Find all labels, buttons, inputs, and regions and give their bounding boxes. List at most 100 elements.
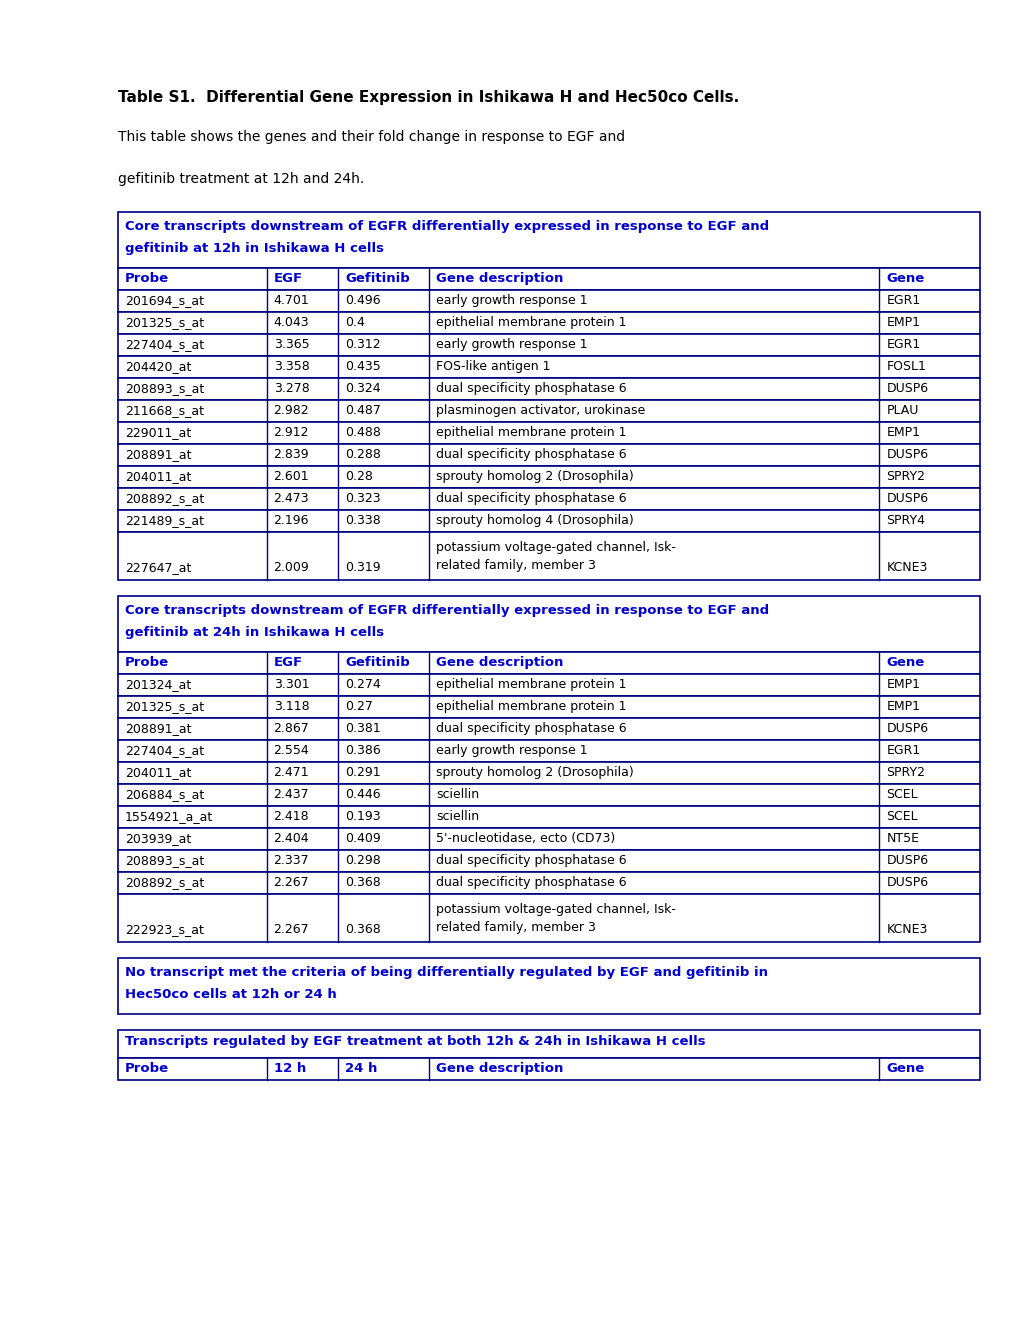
Text: 4.043: 4.043: [273, 315, 309, 329]
Text: 201324_at: 201324_at: [125, 678, 192, 690]
Text: This table shows the genes and their fold change in response to EGF and: This table shows the genes and their fol…: [118, 129, 625, 144]
Text: EGF: EGF: [273, 656, 303, 669]
Text: dual specificity phosphatase 6: dual specificity phosphatase 6: [436, 854, 627, 867]
Text: Core transcripts downstream of EGFR differentially expressed in response to EGF : Core transcripts downstream of EGFR diff…: [125, 605, 768, 616]
Bar: [118, 873, 979, 894]
Text: sciellin: sciellin: [436, 788, 479, 801]
Text: gefitinib at 24h in Ishikawa H cells: gefitinib at 24h in Ishikawa H cells: [125, 626, 384, 639]
Text: 221489_s_at: 221489_s_at: [125, 513, 204, 527]
Text: 0.338: 0.338: [345, 513, 381, 527]
Text: 2.471: 2.471: [273, 766, 309, 779]
Text: 0.409: 0.409: [345, 832, 381, 845]
Bar: [118, 532, 979, 579]
Text: No transcript met the criteria of being differentially regulated by EGF and gefi: No transcript met the criteria of being …: [125, 966, 767, 979]
Bar: [118, 850, 979, 873]
Text: 211668_s_at: 211668_s_at: [125, 404, 204, 417]
Bar: [118, 488, 979, 510]
Text: Gene description: Gene description: [436, 1063, 564, 1074]
Text: Core transcripts downstream of EGFR differentially expressed in response to EGF : Core transcripts downstream of EGFR diff…: [125, 220, 768, 234]
Text: early growth response 1: early growth response 1: [436, 294, 587, 308]
Bar: [118, 334, 979, 356]
Text: 208893_s_at: 208893_s_at: [125, 381, 204, 395]
Text: 3.118: 3.118: [273, 700, 309, 713]
Text: dual specificity phosphatase 6: dual specificity phosphatase 6: [436, 447, 627, 461]
Text: epithelial membrane protein 1: epithelial membrane protein 1: [436, 426, 626, 440]
Text: 2.867: 2.867: [273, 722, 309, 735]
Bar: [118, 718, 979, 741]
Text: 227647_at: 227647_at: [125, 561, 192, 574]
Text: SCEL: SCEL: [886, 810, 917, 822]
Text: Probe: Probe: [125, 1063, 169, 1074]
Text: FOS-like antigen 1: FOS-like antigen 1: [436, 360, 550, 374]
Bar: [118, 741, 979, 762]
Text: DUSP6: DUSP6: [886, 854, 927, 867]
Text: SPRY2: SPRY2: [886, 766, 924, 779]
Text: DUSP6: DUSP6: [886, 722, 927, 735]
Bar: [118, 762, 979, 784]
Text: 0.4: 0.4: [345, 315, 365, 329]
Text: 0.488: 0.488: [345, 426, 381, 440]
Text: 0.288: 0.288: [345, 447, 381, 461]
Text: 3.301: 3.301: [273, 678, 309, 690]
Bar: [118, 1059, 979, 1080]
Text: Gene description: Gene description: [436, 656, 564, 669]
Text: 0.28: 0.28: [345, 470, 373, 483]
Text: 0.323: 0.323: [345, 492, 381, 506]
Text: 0.368: 0.368: [345, 876, 381, 888]
Text: 0.312: 0.312: [345, 338, 381, 351]
Text: EGR1: EGR1: [886, 294, 919, 308]
Text: 203939_at: 203939_at: [125, 832, 192, 845]
Bar: [118, 894, 979, 942]
Bar: [118, 784, 979, 807]
Text: DUSP6: DUSP6: [886, 492, 927, 506]
Text: 2.196: 2.196: [273, 513, 309, 527]
Text: DUSP6: DUSP6: [886, 381, 927, 395]
Text: Gene description: Gene description: [436, 272, 564, 285]
Text: KCNE3: KCNE3: [886, 923, 926, 936]
Text: 2.839: 2.839: [273, 447, 309, 461]
Text: 3.365: 3.365: [273, 338, 309, 351]
Text: gefitinib at 12h in Ishikawa H cells: gefitinib at 12h in Ishikawa H cells: [125, 242, 383, 255]
Text: 2.418: 2.418: [273, 810, 309, 822]
Text: 208891_at: 208891_at: [125, 447, 192, 461]
Text: 1554921_a_at: 1554921_a_at: [125, 810, 213, 822]
Text: 204011_at: 204011_at: [125, 470, 192, 483]
Bar: [118, 696, 979, 718]
Text: 0.27: 0.27: [345, 700, 373, 713]
Text: 2.473: 2.473: [273, 492, 309, 506]
Text: epithelial membrane protein 1: epithelial membrane protein 1: [436, 700, 626, 713]
Text: 2.267: 2.267: [273, 923, 309, 936]
Text: 2.337: 2.337: [273, 854, 309, 867]
Text: dual specificity phosphatase 6: dual specificity phosphatase 6: [436, 492, 627, 506]
Text: Gene: Gene: [886, 272, 923, 285]
Text: 201325_s_at: 201325_s_at: [125, 700, 204, 713]
Text: 0.487: 0.487: [345, 404, 381, 417]
Text: EGR1: EGR1: [886, 744, 919, 756]
Text: 2.554: 2.554: [273, 744, 309, 756]
Bar: [118, 213, 979, 268]
Text: 2.267: 2.267: [273, 876, 309, 888]
Text: 208892_s_at: 208892_s_at: [125, 876, 204, 888]
Text: DUSP6: DUSP6: [886, 876, 927, 888]
Text: 229011_at: 229011_at: [125, 426, 192, 440]
Text: 0.386: 0.386: [345, 744, 381, 756]
Text: 208893_s_at: 208893_s_at: [125, 854, 204, 867]
Text: plasminogen activator, urokinase: plasminogen activator, urokinase: [436, 404, 645, 417]
Text: 24 h: 24 h: [345, 1063, 377, 1074]
Text: gefitinib treatment at 12h and 24h.: gefitinib treatment at 12h and 24h.: [118, 172, 364, 186]
Text: dual specificity phosphatase 6: dual specificity phosphatase 6: [436, 722, 627, 735]
Text: sprouty homolog 4 (Drosophila): sprouty homolog 4 (Drosophila): [436, 513, 634, 527]
Bar: [118, 268, 979, 290]
Text: EGR1: EGR1: [886, 338, 919, 351]
Text: potassium voltage-gated channel, Isk-: potassium voltage-gated channel, Isk-: [436, 903, 676, 916]
Text: sciellin: sciellin: [436, 810, 479, 822]
Text: EMP1: EMP1: [886, 700, 919, 713]
Text: 222923_s_at: 222923_s_at: [125, 923, 204, 936]
Text: early growth response 1: early growth response 1: [436, 338, 587, 351]
Bar: [118, 312, 979, 334]
Text: 3.278: 3.278: [273, 381, 309, 395]
Text: 3.358: 3.358: [273, 360, 309, 374]
Text: 227404_s_at: 227404_s_at: [125, 744, 204, 756]
Text: SPRY4: SPRY4: [886, 513, 924, 527]
Text: 0.446: 0.446: [345, 788, 381, 801]
